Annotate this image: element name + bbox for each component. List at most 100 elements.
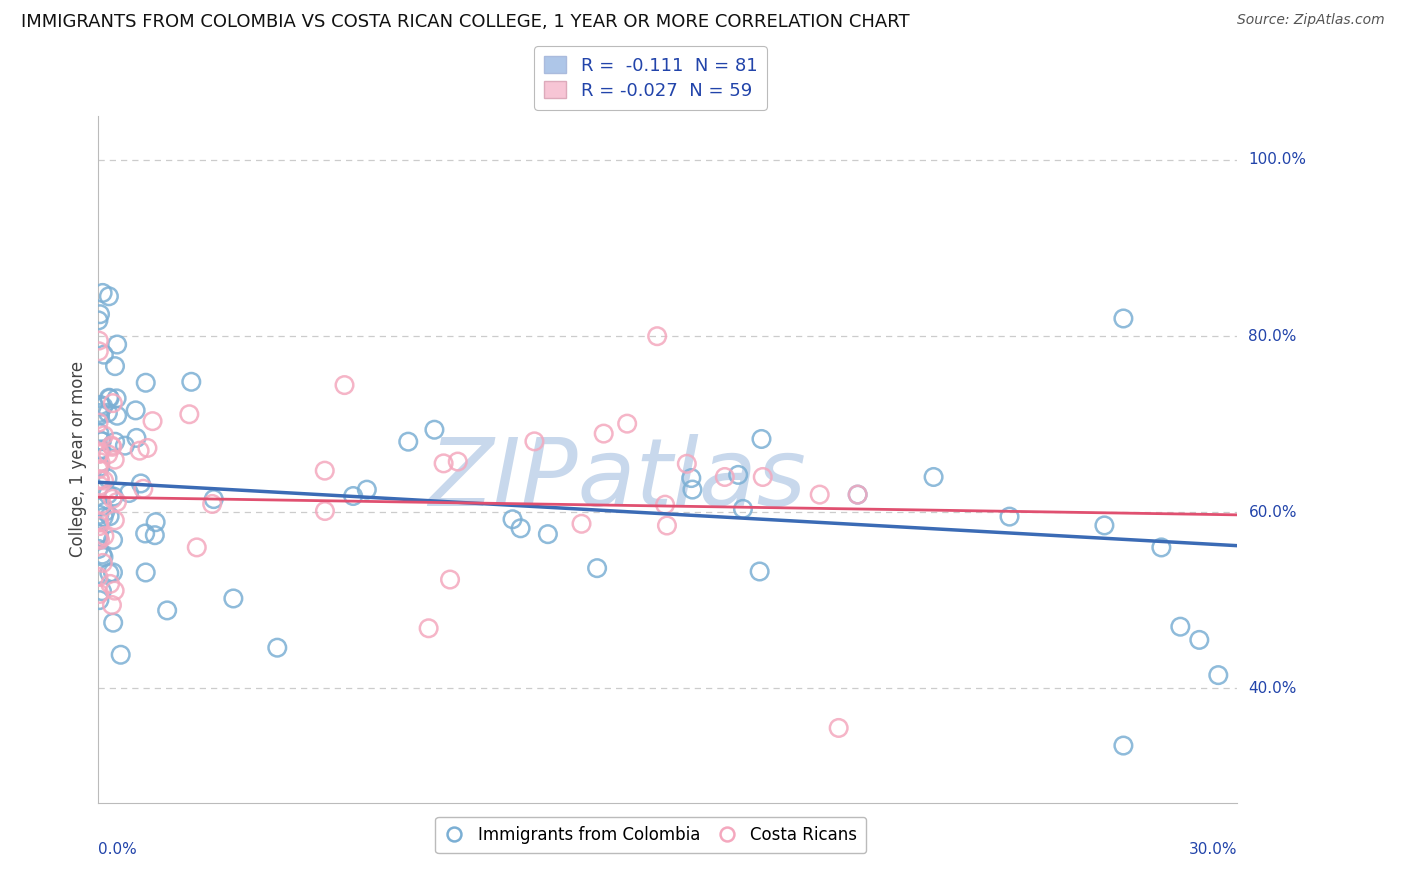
Point (752, 470, 775, 484)
Point (998, 509, 1021, 524)
Point (846, 487, 869, 501)
Point (89, 455, 111, 469)
Point (93, 510, 115, 524)
Point (143, 528, 166, 542)
Point (87, 541, 110, 556)
Point (101, 440, 124, 454)
Point (266, 640, 288, 655)
Point (93, 428, 115, 442)
Point (523, 434, 546, 449)
Point (101, 615, 124, 630)
Point (98, 509, 121, 524)
Point (87, 530, 110, 544)
Point (110, 648, 132, 662)
Point (89, 508, 111, 522)
Point (731, 501, 754, 516)
Point (89, 533, 111, 547)
Point (101, 598, 124, 612)
Point (98, 566, 121, 580)
Point (1094, 518, 1116, 533)
Point (89, 519, 111, 533)
Point (592, 426, 614, 441)
Point (314, 464, 336, 478)
Point (616, 417, 638, 431)
Point (91, 285, 114, 300)
Text: 30.0%: 30.0% (1189, 842, 1237, 856)
Point (132, 482, 155, 496)
Legend: Immigrants from Colombia, Costa Ricans: Immigrants from Colombia, Costa Ricans (436, 816, 866, 853)
Point (114, 439, 136, 453)
Point (1188, 632, 1211, 647)
Point (91, 497, 114, 511)
Point (93, 549, 115, 564)
Point (89, 587, 111, 601)
Point (128, 443, 150, 458)
Point (90, 434, 112, 449)
Point (846, 487, 869, 501)
Point (87, 334, 110, 348)
Point (103, 490, 125, 504)
Point (101, 533, 124, 547)
Point (125, 431, 148, 445)
Point (97, 487, 120, 501)
Y-axis label: College, 1 year or more: College, 1 year or more (69, 361, 87, 558)
Point (97, 289, 120, 303)
Point (101, 566, 124, 580)
Point (97, 406, 120, 420)
Point (342, 489, 364, 503)
Point (179, 407, 201, 421)
Point (135, 566, 157, 580)
Point (447, 454, 470, 468)
Point (90, 500, 112, 514)
Point (118, 486, 141, 500)
Point (98, 577, 121, 591)
Point (89, 447, 111, 461)
Point (136, 441, 159, 455)
Point (98, 392, 121, 406)
Point (100, 438, 122, 452)
Point (922, 470, 945, 484)
Point (682, 483, 704, 497)
Point (104, 513, 127, 527)
Point (89, 446, 111, 460)
Point (87, 406, 110, 420)
Point (104, 359, 127, 373)
Point (96, 471, 118, 485)
Text: 80.0%: 80.0% (1249, 328, 1296, 343)
Point (222, 591, 245, 606)
Point (439, 573, 461, 587)
Point (714, 470, 737, 484)
Point (87, 527, 110, 541)
Point (314, 504, 336, 518)
Point (89, 478, 111, 492)
Point (105, 409, 128, 423)
Point (91, 548, 114, 562)
Point (94, 505, 117, 519)
Point (93, 529, 115, 543)
Point (135, 376, 157, 390)
Point (91, 556, 114, 570)
Text: 60.0%: 60.0% (1249, 505, 1296, 520)
Point (89, 307, 111, 321)
Point (1170, 620, 1192, 634)
Point (90, 398, 112, 412)
Point (537, 527, 560, 541)
Point (433, 456, 456, 470)
Point (186, 541, 208, 555)
Point (509, 521, 531, 535)
Point (1150, 541, 1173, 555)
Point (87, 531, 110, 545)
Point (654, 498, 676, 512)
Point (502, 512, 524, 526)
Point (90, 442, 112, 457)
Text: Source: ZipAtlas.com: Source: ZipAtlas.com (1237, 13, 1385, 28)
Point (98, 391, 121, 405)
Point (676, 457, 699, 471)
Point (748, 565, 770, 579)
Text: 100.0%: 100.0% (1249, 153, 1306, 168)
Point (87, 313, 110, 327)
Point (828, 721, 851, 735)
Point (202, 492, 225, 507)
Point (124, 403, 146, 417)
Point (156, 603, 179, 617)
